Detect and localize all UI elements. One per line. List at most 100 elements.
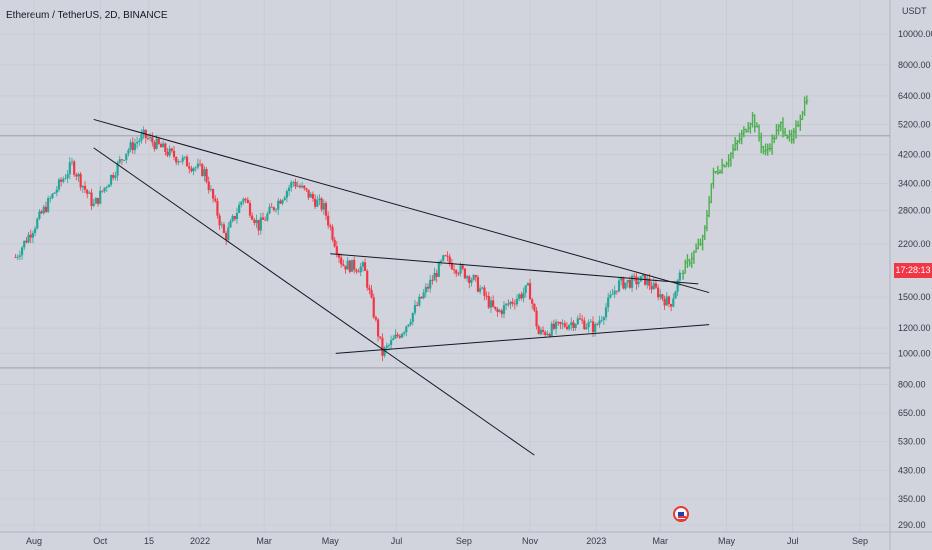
candle-body bbox=[140, 134, 143, 141]
candle-body bbox=[509, 301, 512, 305]
candle-body bbox=[435, 272, 438, 277]
candle-body bbox=[231, 216, 234, 222]
candle-body bbox=[492, 300, 495, 307]
candle-body bbox=[329, 225, 332, 227]
price-tick-label: 1000.00 bbox=[898, 348, 931, 358]
candle-body bbox=[650, 285, 653, 290]
candle-body bbox=[400, 333, 404, 338]
candle-body bbox=[535, 310, 538, 327]
candle-body bbox=[190, 168, 193, 172]
price-tick-label: 430.00 bbox=[898, 465, 926, 475]
candle-body bbox=[463, 268, 467, 279]
candle-body bbox=[259, 217, 262, 231]
candle-body bbox=[31, 233, 35, 238]
candle-body bbox=[337, 254, 341, 258]
candle-body bbox=[114, 175, 117, 178]
candle-body bbox=[452, 269, 456, 271]
candle-body bbox=[583, 320, 586, 330]
candle-body bbox=[620, 277, 623, 281]
candle-body bbox=[53, 192, 56, 194]
time-tick-label: May bbox=[718, 536, 736, 546]
candle-body bbox=[335, 246, 338, 255]
candle-body bbox=[222, 224, 226, 233]
candle-body bbox=[635, 276, 638, 285]
time-tick-label: 2022 bbox=[190, 536, 210, 546]
candle-body bbox=[485, 295, 488, 297]
candle-body bbox=[257, 219, 260, 231]
currency-label: USDT bbox=[902, 6, 927, 16]
candle-body bbox=[598, 320, 601, 325]
candle-body bbox=[194, 167, 197, 169]
candle-body bbox=[75, 174, 78, 177]
candle-body bbox=[266, 213, 269, 221]
time-tick-label: Mar bbox=[256, 536, 272, 546]
candle-body bbox=[235, 212, 239, 220]
candle-body bbox=[496, 309, 499, 312]
price-tick-label: 800.00 bbox=[898, 379, 926, 389]
candle-body bbox=[188, 166, 191, 169]
candle-body bbox=[296, 185, 299, 187]
candle-body bbox=[112, 174, 115, 178]
candle-body bbox=[38, 211, 41, 219]
candle-body bbox=[576, 318, 579, 325]
candle-body bbox=[216, 200, 219, 216]
candle-body bbox=[528, 283, 532, 300]
candle-body bbox=[333, 239, 336, 247]
time-tick-label: Jul bbox=[787, 536, 799, 546]
candle-body bbox=[409, 321, 412, 325]
price-tick-label: 350.00 bbox=[898, 494, 926, 504]
candle-body bbox=[322, 203, 325, 210]
candle-body bbox=[565, 326, 569, 330]
candle-body bbox=[149, 137, 152, 139]
candle-body bbox=[270, 206, 273, 208]
candle-body bbox=[604, 307, 608, 318]
candle-body bbox=[654, 283, 658, 288]
candle-body bbox=[127, 149, 130, 154]
us-flag-event-icon[interactable] bbox=[673, 506, 689, 522]
candle-body bbox=[429, 279, 432, 289]
candle-body bbox=[309, 193, 312, 198]
candle-body bbox=[244, 198, 247, 200]
candle-body bbox=[357, 271, 360, 273]
candle-body bbox=[90, 192, 93, 206]
candle-body bbox=[155, 138, 158, 149]
candle-body bbox=[207, 181, 210, 191]
candle-body bbox=[439, 260, 443, 263]
candle-body bbox=[62, 178, 65, 182]
candle-body bbox=[374, 317, 378, 320]
candle-body bbox=[120, 159, 124, 161]
candle-body bbox=[420, 296, 423, 299]
price-tick-label: 4200.00 bbox=[898, 149, 931, 159]
candle-body bbox=[398, 336, 401, 338]
candle-body bbox=[424, 286, 427, 293]
candle-body bbox=[192, 168, 195, 172]
candle-body bbox=[483, 287, 486, 296]
candle-body bbox=[379, 336, 382, 338]
candle-body bbox=[233, 216, 236, 220]
candle-body bbox=[14, 257, 17, 259]
candle-body bbox=[177, 161, 180, 163]
candle-body bbox=[261, 217, 265, 220]
candle-body bbox=[667, 296, 671, 305]
candle-body bbox=[381, 337, 384, 356]
candle-body bbox=[164, 143, 167, 152]
candle-body bbox=[361, 262, 364, 267]
candle-body bbox=[405, 326, 408, 333]
candle-body bbox=[218, 215, 221, 226]
candle-body bbox=[663, 298, 666, 306]
candle-body bbox=[66, 174, 69, 179]
candle-body bbox=[201, 164, 204, 177]
candle-body bbox=[129, 142, 132, 150]
candle-body bbox=[109, 174, 113, 185]
candle-body bbox=[550, 323, 553, 337]
candle-body bbox=[676, 280, 679, 292]
candle-body bbox=[678, 272, 681, 281]
candle-body bbox=[546, 333, 549, 336]
time-tick-label: Sep bbox=[852, 536, 868, 546]
candle-body bbox=[450, 262, 453, 270]
candle-body bbox=[281, 200, 284, 204]
price-tick-label: 5200.00 bbox=[898, 120, 931, 130]
candle-body bbox=[316, 199, 319, 207]
